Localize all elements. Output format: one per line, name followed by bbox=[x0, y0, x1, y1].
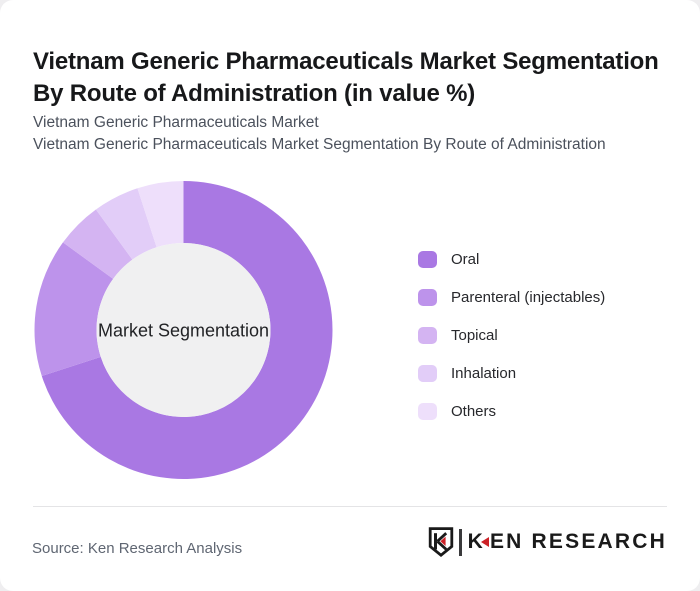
source-text: Source: Ken Research Analysis bbox=[32, 540, 243, 557]
legend-item-topical: Topical bbox=[418, 316, 605, 354]
logo-wordmark-k: K bbox=[467, 530, 485, 553]
legend-label: Inhalation bbox=[451, 364, 517, 382]
donut-segment-parenteral-injectables bbox=[34, 242, 114, 377]
legend-label: Parenteral (injectables) bbox=[451, 288, 606, 306]
footer-divider bbox=[33, 506, 667, 507]
chart-subtitle: Vietnam Generic Pharmaceuticals Market V… bbox=[33, 112, 606, 156]
donut-chart: Market Segmentation bbox=[34, 181, 333, 479]
donut-segments bbox=[34, 181, 333, 479]
ken-research-shield-icon bbox=[428, 527, 454, 557]
legend: Oral Parenteral (injectables) Topical In… bbox=[418, 240, 605, 430]
chart-title: Vietnam Generic Pharmaceuticals Market S… bbox=[33, 48, 659, 108]
donut-center-label: Market Segmentation bbox=[98, 321, 269, 341]
legend-item-parenteral-injectables: Parenteral (injectables) bbox=[418, 278, 605, 316]
legend-swatch bbox=[418, 250, 437, 268]
donut-segment-inhalation bbox=[95, 188, 157, 260]
legend-swatch bbox=[418, 364, 437, 382]
donut-center-disc bbox=[96, 243, 271, 417]
legend-label: Oral bbox=[451, 250, 480, 268]
legend-item-oral: Oral bbox=[418, 240, 605, 278]
logo-separator bbox=[459, 528, 462, 556]
legend-label: Topical bbox=[451, 326, 498, 344]
legend-label: Others bbox=[451, 402, 497, 420]
donut-segment-others bbox=[137, 181, 184, 248]
legend-swatch bbox=[418, 402, 437, 420]
legend-item-others: Others bbox=[418, 392, 605, 430]
red-arrow-icon bbox=[480, 536, 489, 547]
legend-item-inhalation: Inhalation bbox=[418, 354, 605, 392]
logo-wordmark: K EN RESEARCH bbox=[468, 530, 667, 554]
subtitle-line-2: Vietnam Generic Pharmaceuticals Market S… bbox=[33, 136, 606, 153]
legend-swatch bbox=[418, 288, 437, 306]
ken-research-logo: K EN RESEARCH bbox=[428, 527, 667, 557]
donut-segment-oral bbox=[41, 181, 333, 479]
donut-segment-topical bbox=[62, 209, 133, 279]
subtitle-line-1: Vietnam Generic Pharmaceuticals Market bbox=[33, 114, 319, 131]
logo-wordmark-rest: EN RESEARCH bbox=[489, 530, 667, 553]
legend-swatch bbox=[418, 326, 437, 344]
